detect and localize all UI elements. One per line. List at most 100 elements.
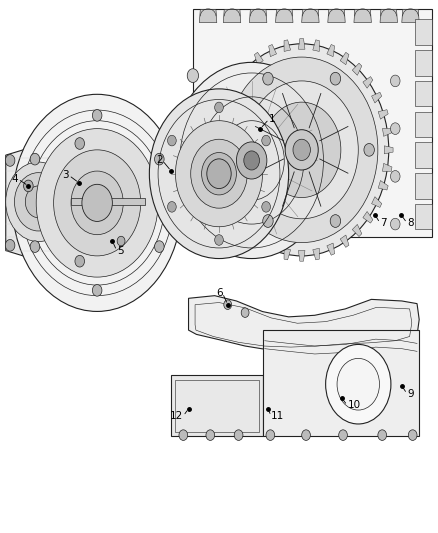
Text: 4: 4 <box>11 174 18 184</box>
Polygon shape <box>378 181 388 190</box>
Text: 5: 5 <box>117 246 124 256</box>
Polygon shape <box>223 10 241 22</box>
Polygon shape <box>415 142 432 168</box>
Ellipse shape <box>12 94 182 311</box>
Text: 3: 3 <box>62 171 69 180</box>
Polygon shape <box>415 204 432 229</box>
Circle shape <box>241 308 249 317</box>
Circle shape <box>191 139 247 208</box>
Circle shape <box>337 358 379 410</box>
Circle shape <box>237 142 267 179</box>
Circle shape <box>215 44 389 256</box>
Circle shape <box>408 430 417 440</box>
Circle shape <box>30 154 40 165</box>
Polygon shape <box>241 63 251 75</box>
Circle shape <box>234 430 243 440</box>
Polygon shape <box>328 10 345 22</box>
Polygon shape <box>230 212 240 223</box>
Circle shape <box>293 139 311 160</box>
Circle shape <box>187 180 198 194</box>
Polygon shape <box>327 44 335 56</box>
Polygon shape <box>371 92 382 103</box>
Polygon shape <box>199 10 217 22</box>
Polygon shape <box>354 10 371 22</box>
Polygon shape <box>415 81 432 107</box>
Polygon shape <box>6 142 97 264</box>
Circle shape <box>5 155 15 166</box>
Circle shape <box>36 128 158 277</box>
Circle shape <box>71 171 123 235</box>
Polygon shape <box>313 248 319 260</box>
Circle shape <box>302 430 311 440</box>
Circle shape <box>207 159 231 189</box>
Circle shape <box>6 162 71 241</box>
Polygon shape <box>269 243 276 255</box>
Circle shape <box>364 143 374 156</box>
Circle shape <box>330 72 341 85</box>
Circle shape <box>167 201 176 212</box>
Circle shape <box>187 106 198 119</box>
Circle shape <box>5 239 15 251</box>
Polygon shape <box>284 40 290 51</box>
Polygon shape <box>380 10 397 22</box>
Circle shape <box>229 143 240 156</box>
Polygon shape <box>254 235 263 247</box>
Circle shape <box>187 69 198 83</box>
Polygon shape <box>215 110 225 119</box>
Circle shape <box>215 235 223 245</box>
Circle shape <box>263 215 273 228</box>
Polygon shape <box>340 52 349 64</box>
Polygon shape <box>276 10 293 22</box>
Circle shape <box>391 75 400 87</box>
Polygon shape <box>241 224 251 237</box>
Polygon shape <box>250 10 267 22</box>
Text: 12: 12 <box>170 411 184 421</box>
Text: 9: 9 <box>407 389 413 399</box>
Polygon shape <box>193 10 432 237</box>
Circle shape <box>391 123 400 134</box>
Polygon shape <box>327 243 335 255</box>
Circle shape <box>262 135 271 146</box>
Polygon shape <box>212 128 221 136</box>
Circle shape <box>262 102 341 198</box>
Polygon shape <box>212 163 221 172</box>
Polygon shape <box>340 235 349 247</box>
Polygon shape <box>230 77 240 88</box>
Polygon shape <box>298 38 305 49</box>
Polygon shape <box>302 10 319 22</box>
Circle shape <box>201 152 237 195</box>
Polygon shape <box>415 173 432 199</box>
Circle shape <box>155 154 164 165</box>
Polygon shape <box>402 10 419 22</box>
Polygon shape <box>188 296 419 351</box>
Circle shape <box>263 72 273 85</box>
Polygon shape <box>363 77 373 88</box>
Polygon shape <box>215 181 225 190</box>
Polygon shape <box>371 197 382 207</box>
Polygon shape <box>254 52 263 64</box>
Text: 1: 1 <box>269 114 276 124</box>
Text: 2: 2 <box>156 156 162 165</box>
Circle shape <box>226 57 378 243</box>
Polygon shape <box>382 163 392 172</box>
Circle shape <box>149 89 289 259</box>
Circle shape <box>82 184 113 221</box>
Polygon shape <box>222 197 232 207</box>
Polygon shape <box>284 248 290 260</box>
Circle shape <box>167 135 176 146</box>
Circle shape <box>325 344 391 424</box>
Polygon shape <box>71 198 145 205</box>
Text: 10: 10 <box>347 400 360 410</box>
Text: 6: 6 <box>216 288 223 298</box>
Polygon shape <box>313 40 319 51</box>
Circle shape <box>53 150 141 256</box>
Circle shape <box>30 241 40 253</box>
Circle shape <box>339 430 347 440</box>
Text: 8: 8 <box>407 218 413 228</box>
Circle shape <box>176 120 262 227</box>
Circle shape <box>245 81 358 219</box>
Circle shape <box>266 430 275 440</box>
Circle shape <box>285 130 318 170</box>
Polygon shape <box>269 44 276 56</box>
Polygon shape <box>210 146 219 154</box>
